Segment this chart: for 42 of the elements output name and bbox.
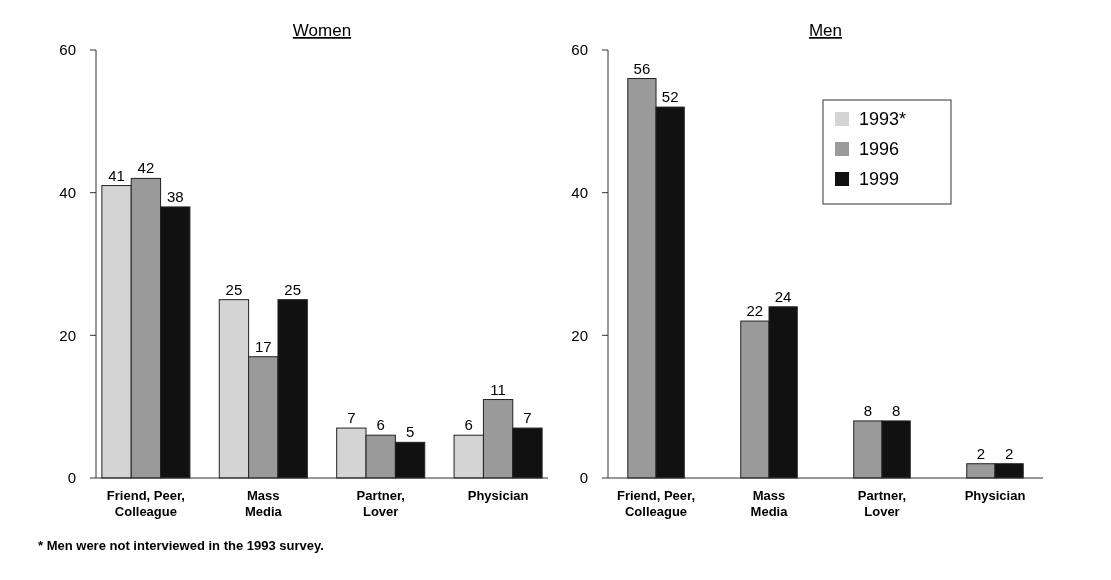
data-label: 52 <box>661 88 679 106</box>
data-label: 5 <box>405 423 415 441</box>
y-tick-label: 20 <box>59 326 76 344</box>
y-tick-label: 0 <box>579 469 588 487</box>
y-tick-label: 20 <box>571 326 588 344</box>
data-label: 11 <box>490 380 506 398</box>
data-label: 2 <box>1004 444 1014 462</box>
data-label: 24 <box>774 287 792 305</box>
legend-label: 1999 <box>859 169 900 190</box>
data-label: 7 <box>523 409 532 427</box>
data-label: 2 <box>976 444 986 462</box>
data-label: 42 <box>137 159 155 177</box>
data-label: 6 <box>376 416 385 434</box>
data-label: 17 <box>254 337 272 355</box>
y-tick-label: 60 <box>571 41 588 59</box>
legend-label: 1996 <box>859 139 900 160</box>
data-label: 8 <box>863 401 873 419</box>
data-label: 7 <box>347 409 356 427</box>
x-tick-label: Friend, Peer, Colleague <box>106 488 185 519</box>
y-tick-label: 40 <box>59 183 76 201</box>
data-label: 56 <box>633 59 651 77</box>
y-tick-label: 40 <box>571 183 588 201</box>
x-tick-label: Friend, Peer, Colleague <box>617 488 696 519</box>
chart-title: Women <box>292 21 352 40</box>
data-label: 25 <box>284 280 301 298</box>
legend-label: 1993* <box>859 109 907 130</box>
data-label: 25 <box>225 280 243 298</box>
x-tick-label: Mass Media <box>244 488 283 519</box>
data-label: 22 <box>746 302 764 320</box>
data-label: 41 <box>108 166 125 184</box>
x-tick-label: Physician <box>964 488 1026 503</box>
y-tick-label: 60 <box>59 41 76 59</box>
data-label: 6 <box>464 416 473 434</box>
text: * Men were not interviewed in the 1993 survey. <box>38 538 324 553</box>
chart-title: Men <box>808 21 843 40</box>
data-label: 38 <box>166 187 184 205</box>
x-tick-label: Partner, Lover <box>857 488 907 519</box>
x-tick-label: Partner, Lover <box>356 488 405 519</box>
data-label: 8 <box>891 401 901 419</box>
x-tick-label: Mass Media <box>750 488 789 519</box>
x-tick-label: Physician <box>467 488 529 503</box>
y-tick-label: 0 <box>67 469 76 487</box>
